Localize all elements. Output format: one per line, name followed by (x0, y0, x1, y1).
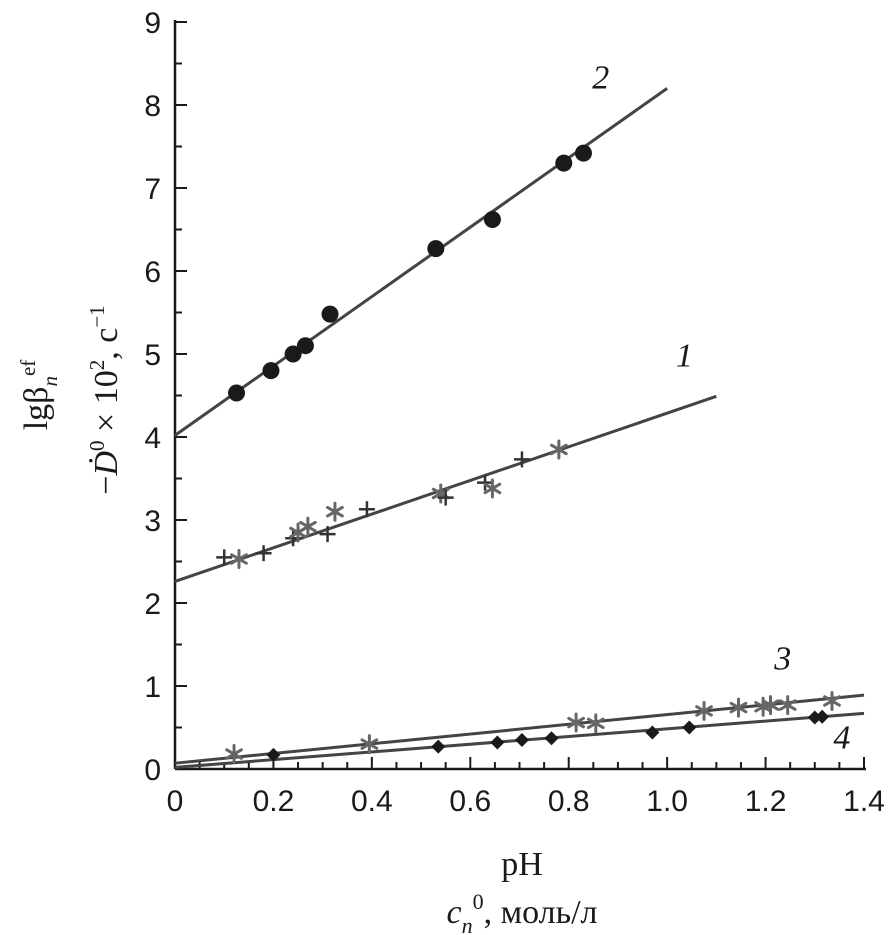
data-markers (216, 144, 841, 765)
data-point-series-1 (299, 516, 317, 537)
y-tick-label: 8 (144, 90, 161, 123)
data-point-series-3 (695, 700, 713, 721)
y-tick-label: 2 (144, 588, 161, 621)
curve-label-1: 1 (676, 337, 693, 374)
data-point-series-2 (574, 144, 592, 162)
curve-label-2: 2 (592, 59, 609, 96)
data-point-series-3 (360, 734, 379, 755)
y-axis-secondary-label: −Ḋ0 × 102, с−1 (85, 305, 125, 494)
data-point-series-2 (284, 345, 302, 363)
x-tick-label: 0.4 (351, 785, 393, 818)
y-tick-label: 7 (144, 173, 161, 206)
data-point-series-3 (586, 713, 605, 734)
data-point-series-2 (427, 240, 445, 258)
y-tick-label: 5 (144, 339, 161, 372)
data-point-series-2 (555, 154, 573, 172)
data-point-series-3 (729, 697, 748, 718)
fit-line-2 (174, 87, 669, 437)
y-axis-label: lgβnef (16, 360, 62, 431)
data-point-series-4 (682, 720, 697, 735)
data-point-series-2 (296, 337, 314, 355)
data-point-series-4 (514, 732, 529, 747)
data-point-series-1 (513, 451, 530, 468)
curve-labels: 1 2 3 4 (592, 59, 850, 756)
data-point-series-4 (645, 725, 660, 740)
x-axis-label: pH (501, 846, 543, 883)
data-point-series-2 (483, 211, 501, 229)
data-point-series-2 (228, 384, 246, 402)
data-point-series-1 (216, 549, 233, 566)
data-point-series-1 (255, 545, 272, 562)
y-tick-label: 0 (144, 754, 161, 787)
y-tick-label: 4 (144, 422, 161, 455)
y-tick-label: 6 (144, 256, 161, 289)
data-point-series-1 (437, 489, 454, 506)
data-point-series-2 (262, 362, 280, 380)
data-point-series-1 (230, 549, 248, 570)
x-tick-label: 0.8 (548, 785, 590, 818)
data-point-series-4 (815, 709, 830, 724)
data-point-series-1 (326, 501, 344, 522)
data-point-series-3 (761, 695, 780, 716)
data-point-series-1 (550, 439, 568, 460)
x-tick-label: 1.0 (646, 785, 688, 818)
x-tick-label: 0.6 (449, 785, 491, 818)
data-point-series-1 (319, 526, 336, 543)
data-point-series-4 (544, 731, 559, 746)
curve-label-3: 3 (773, 640, 791, 677)
data-point-series-4 (266, 747, 281, 762)
x-axis-secondary-label: cn0, моль/л (446, 889, 597, 935)
fit-line-3 (174, 693, 865, 765)
data-point-series-3 (567, 712, 585, 733)
x-tick-label: 0 (167, 785, 184, 818)
data-point-series-2 (321, 305, 339, 323)
y-tick-label: 9 (144, 7, 161, 40)
x-tick-label: 1.2 (745, 785, 787, 818)
fit-lines (174, 87, 865, 769)
data-point-series-1 (483, 478, 502, 499)
x-tick-label: 0.2 (253, 785, 295, 818)
data-point-series-1 (358, 501, 375, 518)
x-tick-label: 1.4 (843, 785, 885, 818)
data-point-series-4 (490, 735, 505, 750)
y-tick-label: 3 (144, 505, 161, 538)
data-point-series-4 (431, 739, 446, 754)
curve-label-4: 4 (833, 719, 850, 756)
data-point-series-3 (823, 690, 841, 711)
data-point-series-3 (225, 744, 243, 765)
axes: 0 1 2 3 4 5 6 7 8 9 0 0.2 0.4 0.6 0.8 1.0 1.2 1.4 (144, 7, 885, 818)
data-point-series-1 (477, 474, 494, 491)
y-tick-label: 1 (144, 671, 161, 704)
data-point-series-3 (778, 695, 797, 716)
